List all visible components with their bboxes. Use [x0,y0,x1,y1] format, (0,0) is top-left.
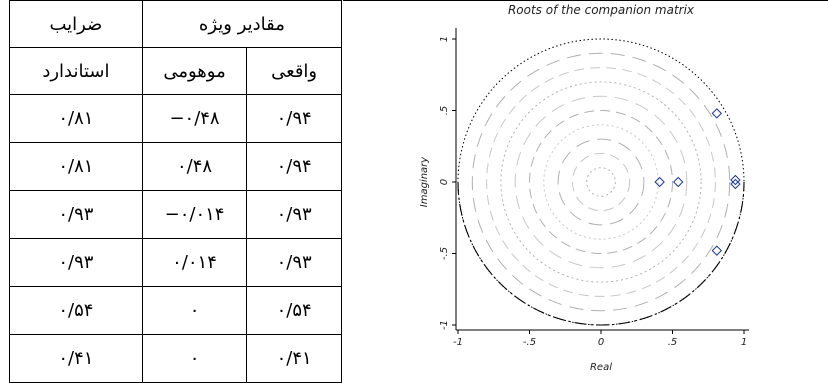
cell-coefficient: ۰/۴۱ [9,334,143,383]
root-marker [654,176,665,188]
header-real: واقعی [246,47,342,95]
stability-ring [571,152,631,212]
cell-coefficient: ۰/۸۱ [9,142,143,191]
cell-real: ۰/۵۴ [246,286,342,335]
stability-ring [486,67,716,297]
cell-real: ۰/۹۴ [246,94,342,143]
x-axis-label: Real [590,362,612,373]
cell-coefficient: ۰/۹۳ [9,238,143,287]
header-imaginary: موهومی [141,47,248,95]
y-tick-label: 1 [439,36,450,42]
cell-imaginary: ۰ [141,334,248,383]
cell-real: ۰/۴۱ [246,334,342,383]
table-row: ۰/۸۱ ۰/۴۸ ۰/۹۴ [9,142,342,191]
stability-ring [543,124,659,240]
cell-imaginary: ۰/۰۱۴ [141,238,248,287]
stability-ring [557,138,645,226]
stability-ring [471,52,731,312]
cell-imaginary: ۰ [141,286,248,335]
root-marker [730,174,741,186]
axes: -1 -.5 0 .5 1 -1 -.5 0 .5 1 [439,28,749,348]
cell-real: ۰/۹۴ [246,142,342,191]
x-tick-label: -1 [453,337,463,348]
stability-ring [514,95,688,269]
stability-ring [529,110,673,254]
cell-coefficient: ۰/۸۱ [9,94,143,143]
table-row: ۰/۹۳ −۰/۰۱۴ ۰/۹۳ [9,190,342,239]
cell-imaginary: −۰/۴۸ [141,94,248,143]
x-tick-label: .5 [668,337,678,348]
header-coefficient: ضرایب [9,0,143,48]
eigenvalue-table-container: ضرایب مقادیر ویژه استاندارد موهومی واقعی… [9,0,343,383]
companion-roots-chart: -1 -.5 0 .5 1 -1 -.5 0 .5 1 Roots of the companio… [343,0,828,376]
cell-imaginary: −۰/۰۱۴ [141,190,248,239]
eigenvalue-table: ضرایب مقادیر ویژه استاندارد موهومی واقعی… [9,0,343,383]
y-tick-label: .5 [439,106,450,116]
x-tick-label: -.5 [523,337,536,348]
table-header-row-2: استاندارد موهومی واقعی [9,47,342,95]
root-marker [711,245,723,256]
x-tick-label: 1 [741,337,747,348]
cell-real: ۰/۹۳ [246,238,342,287]
root-marker [711,108,723,119]
stability-ring [500,81,702,283]
stability-rings [471,52,731,312]
table-row: ۰/۵۴ ۰ ۰/۵۴ [9,286,342,335]
chart-svg: -1 -.5 0 .5 1 -1 -.5 0 .5 1 Roots of the companio… [343,0,828,373]
header-eigenvalues: مقادیر ویژه [141,0,343,48]
table-row: ۰/۴۱ ۰ ۰/۴۱ [9,334,342,383]
y-tick-label: -.5 [439,247,450,260]
y-tick-label: 0 [439,179,450,185]
root-marker [730,178,741,190]
root-marker [673,176,684,188]
cell-real: ۰/۹۳ [246,190,342,239]
y-axis-label: Imaginary [419,156,430,208]
unit-circle-lower-arc [457,181,745,326]
cell-imaginary: ۰/۴۸ [141,142,248,191]
stability-ring [586,167,616,197]
table-header-row-1: ضرایب مقادیر ویژه [9,0,343,48]
chart-title: Roots of the companion matrix [508,3,695,17]
root-markers [654,108,741,256]
header-standard: استاندارد [9,47,143,95]
table-row: ۰/۹۳ ۰/۰۱۴ ۰/۹۳ [9,238,342,287]
cell-coefficient: ۰/۹۳ [9,190,143,239]
table-row: ۰/۸۱ −۰/۴۸ ۰/۹۴ [9,94,342,143]
y-tick-label: -1 [439,320,450,330]
x-tick-label: 0 [598,337,604,348]
cell-coefficient: ۰/۵۴ [9,286,143,335]
